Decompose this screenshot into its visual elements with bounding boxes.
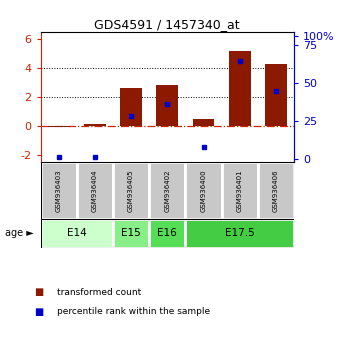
Bar — [84, 124, 106, 126]
Bar — [113, 219, 149, 248]
Text: E16: E16 — [158, 228, 177, 239]
Text: GSM936404: GSM936404 — [92, 169, 98, 212]
Text: ■: ■ — [34, 307, 43, 316]
Text: GSM936403: GSM936403 — [56, 169, 62, 212]
Text: GSM936406: GSM936406 — [273, 169, 279, 212]
Bar — [120, 87, 142, 126]
Text: GSM936405: GSM936405 — [128, 169, 134, 212]
Bar — [156, 85, 178, 126]
Bar — [48, 126, 70, 127]
Bar — [113, 162, 149, 219]
Bar — [77, 162, 113, 219]
Text: GSM936400: GSM936400 — [200, 169, 207, 212]
Bar — [258, 162, 294, 219]
Bar — [149, 162, 186, 219]
Text: E15: E15 — [121, 228, 141, 239]
Text: E17.5: E17.5 — [225, 228, 255, 239]
Bar — [186, 219, 294, 248]
Bar — [265, 64, 287, 126]
Bar — [222, 162, 258, 219]
Bar — [229, 51, 250, 126]
Text: transformed count: transformed count — [57, 287, 142, 297]
Title: GDS4591 / 1457340_at: GDS4591 / 1457340_at — [95, 18, 240, 31]
Bar — [186, 162, 222, 219]
Bar — [193, 119, 214, 126]
Bar — [41, 219, 113, 248]
Text: GSM936401: GSM936401 — [237, 169, 243, 212]
Bar — [149, 219, 186, 248]
Text: age ►: age ► — [5, 228, 33, 239]
Bar — [41, 162, 77, 219]
Text: GSM936402: GSM936402 — [164, 169, 170, 212]
Text: ■: ■ — [34, 287, 43, 297]
Text: percentile rank within the sample: percentile rank within the sample — [57, 307, 211, 316]
Text: E14: E14 — [67, 228, 87, 239]
